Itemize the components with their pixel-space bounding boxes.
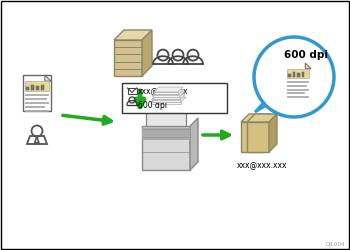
Polygon shape [269, 114, 277, 152]
FancyBboxPatch shape [122, 84, 227, 114]
FancyBboxPatch shape [151, 102, 181, 104]
FancyBboxPatch shape [142, 126, 190, 170]
Polygon shape [45, 76, 51, 82]
FancyBboxPatch shape [301, 73, 304, 78]
FancyBboxPatch shape [26, 87, 29, 91]
Text: 600 dpi: 600 dpi [138, 100, 167, 109]
Text: xxx@xxx.xxx: xxx@xxx.xxx [237, 160, 287, 169]
Polygon shape [263, 114, 271, 152]
Text: xxx@xxx.xxx: xxx@xxx.xxx [138, 87, 189, 96]
Circle shape [254, 38, 334, 117]
FancyBboxPatch shape [247, 122, 269, 152]
FancyBboxPatch shape [127, 89, 136, 94]
Polygon shape [247, 114, 277, 122]
FancyBboxPatch shape [153, 98, 180, 100]
FancyBboxPatch shape [285, 64, 311, 98]
FancyBboxPatch shape [114, 41, 142, 77]
FancyBboxPatch shape [152, 100, 180, 102]
Polygon shape [255, 98, 272, 112]
Polygon shape [154, 88, 183, 93]
Polygon shape [152, 95, 185, 100]
FancyBboxPatch shape [293, 72, 295, 78]
FancyBboxPatch shape [297, 74, 300, 78]
Polygon shape [305, 64, 311, 70]
FancyBboxPatch shape [154, 93, 178, 94]
FancyBboxPatch shape [153, 95, 179, 97]
FancyBboxPatch shape [25, 82, 49, 92]
Polygon shape [151, 98, 186, 102]
Polygon shape [146, 104, 194, 112]
FancyBboxPatch shape [146, 112, 186, 126]
Polygon shape [190, 118, 198, 170]
Polygon shape [114, 31, 152, 41]
FancyBboxPatch shape [31, 85, 34, 91]
FancyBboxPatch shape [241, 122, 263, 152]
Polygon shape [142, 31, 152, 77]
FancyBboxPatch shape [41, 86, 44, 91]
Polygon shape [153, 93, 184, 98]
FancyBboxPatch shape [287, 70, 309, 79]
Text: A: A [33, 136, 41, 146]
Text: OJL004: OJL004 [326, 241, 345, 246]
FancyBboxPatch shape [23, 76, 51, 112]
FancyBboxPatch shape [36, 87, 39, 91]
Polygon shape [153, 90, 184, 95]
Text: 600 dpi: 600 dpi [284, 50, 328, 60]
FancyBboxPatch shape [142, 128, 190, 140]
FancyBboxPatch shape [288, 74, 290, 78]
Polygon shape [241, 114, 271, 122]
